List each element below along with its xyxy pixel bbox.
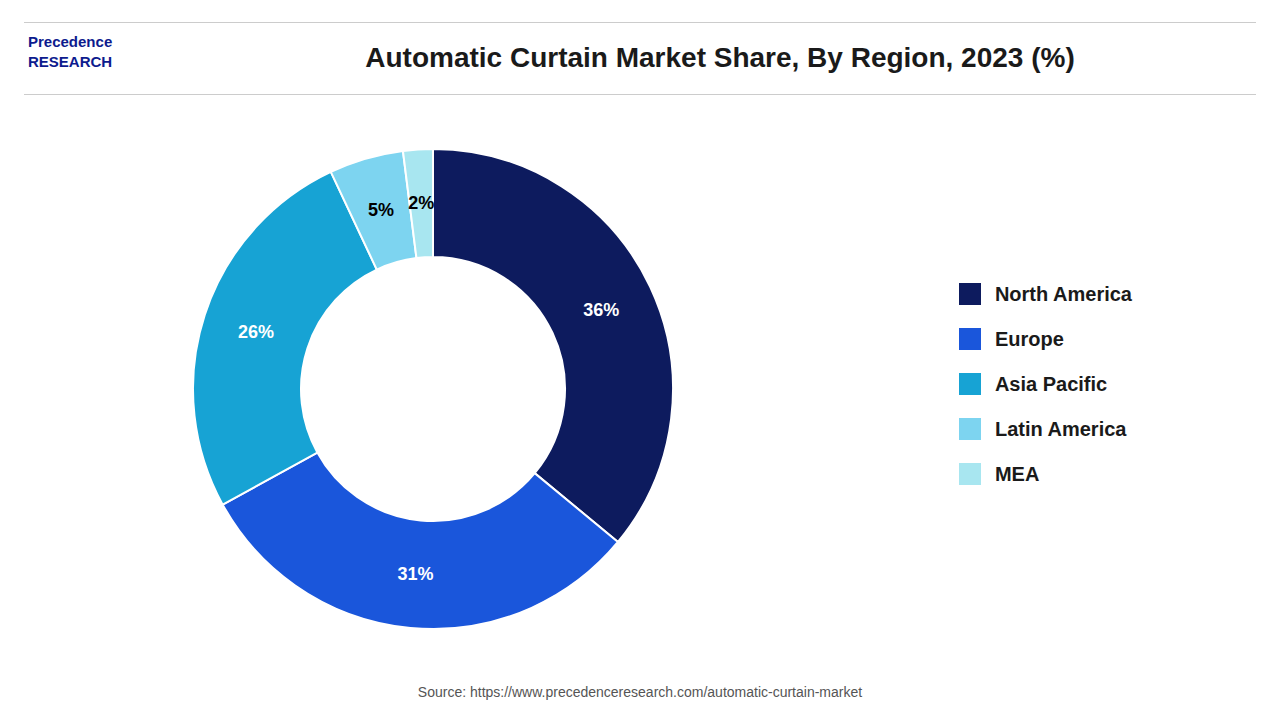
html-text:Europe: Europe: [994, 327, 1064, 350]
html-text:Latin America: Latin America: [994, 417, 1127, 440]
svg-text:36%: 36%: [583, 300, 619, 320]
svg-text:31%: 31%: [397, 564, 433, 584]
svg-text:5%: 5%: [368, 200, 394, 220]
html-text:MEA: MEA: [994, 462, 1040, 485]
html-text:North America: North America: [994, 282, 1132, 305]
html-text:Automatic Curtain Market Share: Automatic Curtain Market Share, By Regio…: [365, 42, 1075, 73]
html-text:Precedence: Precedence: [28, 33, 113, 50]
html-text:Asia Pacific: Asia Pacific: [994, 372, 1108, 395]
svg-text:26%: 26%: [238, 322, 274, 342]
html-text:RESEARCH: RESEARCH: [28, 53, 113, 70]
html-text:Source: https://www.precedence: Source: https://www.precedenceresearch.c…: [417, 684, 863, 700]
svg-text:2%: 2%: [408, 193, 434, 213]
